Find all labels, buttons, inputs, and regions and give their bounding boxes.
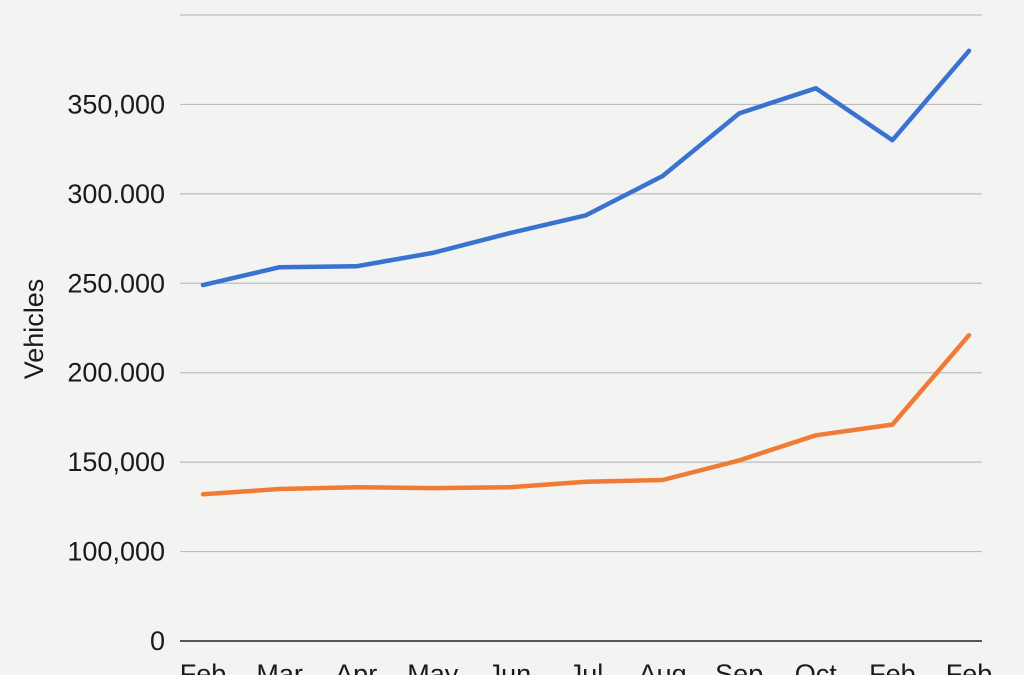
y-axis-label: Vehicles — [19, 279, 49, 380]
x-tick-label: Mar — [256, 659, 303, 675]
x-tick-label: Oct — [795, 659, 838, 675]
x-tick-label: Aug — [639, 659, 687, 675]
gridlines — [180, 14, 982, 642]
x-tick-label: Feb — [180, 659, 227, 675]
x-tick-label: May — [407, 659, 459, 675]
series-lines — [200, 48, 972, 497]
x-tick-label: Sep — [715, 659, 763, 675]
y-tick-label: 350,000 — [67, 89, 165, 119]
x-axis-tick-labels: Feb Mar Apr May Jun Jul Aug Sep Oct Feb Feb — [180, 659, 993, 675]
x-tick-label: Feb — [869, 659, 916, 675]
y-tick-label: 100,000 — [67, 537, 165, 567]
x-tick-label: Apr — [335, 659, 377, 675]
y-axis-tick-labels: 0 100,000 150,000 200.000 250.000 300.000 350,… — [67, 89, 165, 656]
y-tick-label: 0 — [150, 626, 165, 656]
series-line-1 — [200, 48, 972, 288]
x-tick-label: Feb — [946, 659, 993, 675]
x-tick-label: Jun — [488, 659, 532, 675]
series-line-2 — [200, 332, 972, 497]
y-tick-label: 300.000 — [67, 179, 165, 209]
x-tick-label: Jul — [569, 659, 604, 675]
y-tick-label: 250.000 — [67, 268, 165, 298]
y-tick-label: 200.000 — [67, 358, 165, 388]
y-tick-label: 150,000 — [67, 447, 165, 477]
